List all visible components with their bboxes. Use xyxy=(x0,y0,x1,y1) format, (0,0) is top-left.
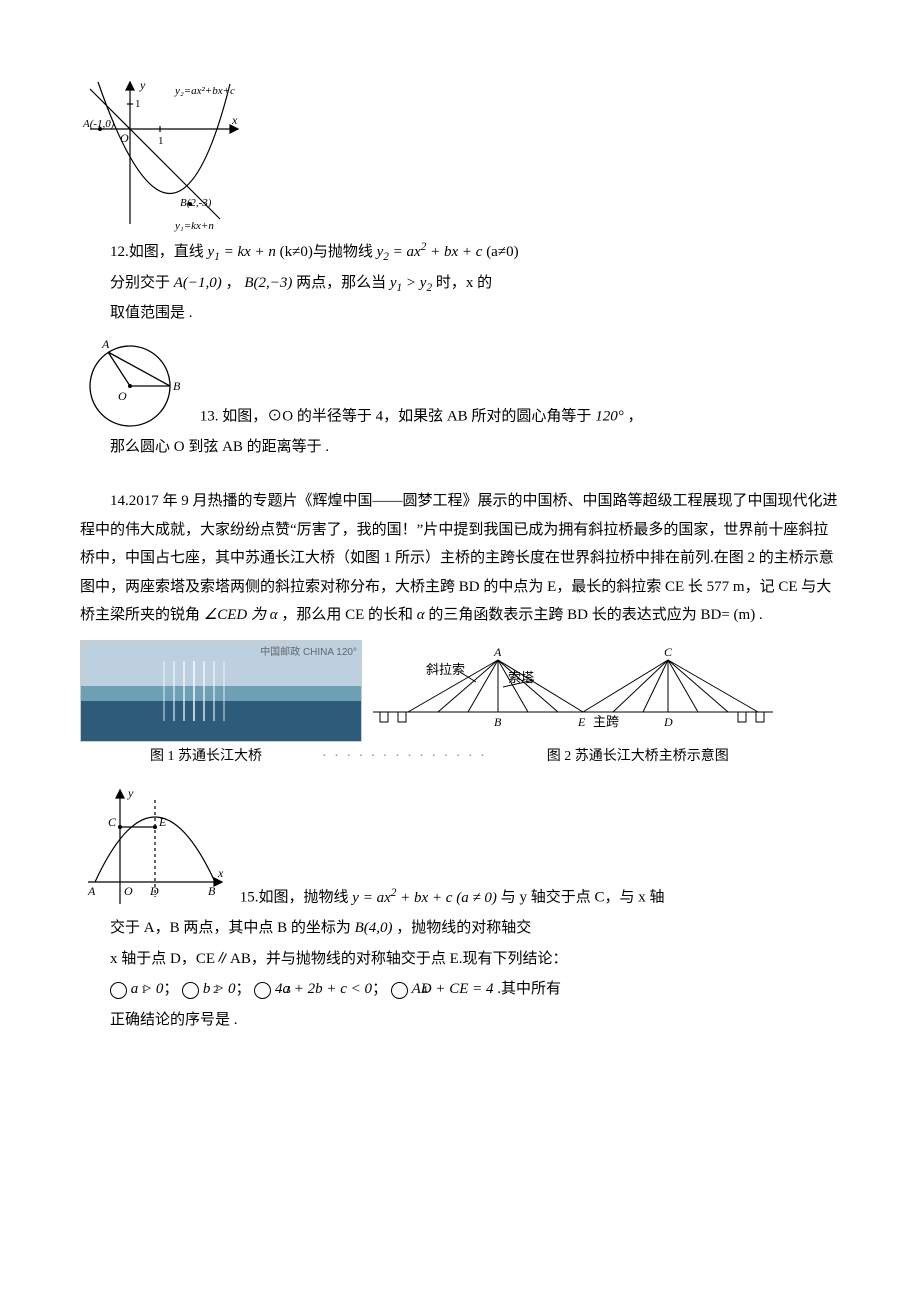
svg-text:A: A xyxy=(87,884,96,898)
q12-line2: 分别交于 A(−1,0) ， B(2,−3) 两点，那么当 y1 > y2 时，… xyxy=(80,269,840,298)
q12-B: B(2,−3) xyxy=(244,275,292,291)
q15-Bpt: B(4,0) xyxy=(355,920,393,936)
q12-eq2: y2 = ax2 + bx + c xyxy=(377,244,483,260)
q14-p1: 14.2017 年 9 月热播的专题片《辉煌中国——圆梦工程》展示的中国桥、中国… xyxy=(80,493,838,623)
svg-text:y₂=ax²+bx+c: y₂=ax²+bx+c xyxy=(174,85,235,97)
q14-figures: 中国邮政 CHINA 120° A C B D E 斜拉索 索塔 xyxy=(80,640,840,742)
svg-text:y₁=kx+n: y₁=kx+n xyxy=(174,220,214,232)
q15-opts: 1 a > 0； 2 b > 0； 3 4a + 2b + c < 0； 4 A… xyxy=(80,975,840,1004)
q14-para: 14.2017 年 9 月热播的专题片《辉煌中国——圆梦工程》展示的中国桥、中国… xyxy=(80,487,840,630)
q13-figure: A B O xyxy=(80,336,190,431)
q14-angleCED: ∠CED 为 α xyxy=(204,607,278,623)
svg-text:斜拉索: 斜拉索 xyxy=(426,662,465,677)
svg-text:1: 1 xyxy=(135,98,141,110)
svg-text:1: 1 xyxy=(158,135,164,147)
svg-text:B: B xyxy=(208,884,216,898)
q15-l5: 正确结论的序号是 . xyxy=(80,1006,840,1035)
opt1-num: 1 xyxy=(110,982,127,999)
q14-captions: 图 1 苏通长江大桥 · · · · · · · · · · · · · · 图… xyxy=(80,744,840,771)
q12-l2b: 两点，那么当 xyxy=(296,275,386,291)
q15-row: y x C E A O D B 15.如图，抛物线 y = ax2 + bx +… xyxy=(80,782,840,912)
q14-photo: 中国邮政 CHINA 120° xyxy=(80,640,362,742)
q12-cond: y1 > y2 xyxy=(390,275,432,291)
q12-l2a: 分别交于 xyxy=(110,275,170,291)
q12-eq1: y1 = kx + n xyxy=(208,244,276,260)
q15-l2a: 交于 A，B 两点，其中点 B 的坐标为 xyxy=(110,920,351,936)
q13-text-a: 13. 如图，⊙O 的半径等于 4，如果弦 AB 所对的圆心角等于 xyxy=(200,408,592,424)
q12-figure: y x O 1 1 A(-1,0) B(2,-3) y₂=ax²+bx+c y₁… xyxy=(80,74,840,234)
svg-text:B(2,-3): B(2,-3) xyxy=(180,197,212,209)
q14-p1c: 的三角函数表示主跨 BD 长的表达式应为 BD= (m) . xyxy=(428,607,762,623)
caption1: 图 1 苏通长江大桥 xyxy=(150,744,262,771)
q12-c1: ， xyxy=(226,275,241,291)
svg-text:C: C xyxy=(664,645,673,659)
stamp-label: 中国邮政 CHINA 120° xyxy=(260,643,357,662)
svg-text:D: D xyxy=(149,884,159,898)
svg-text:A: A xyxy=(101,337,110,351)
q13-text-b: ， xyxy=(627,408,642,424)
svg-text:A: A xyxy=(493,645,502,659)
q13-line2: 那么圆心 O 到弦 AB 的距离等于 . xyxy=(80,433,840,462)
svg-text:B: B xyxy=(494,715,502,729)
q15-text-a: 15.如图，抛物线 xyxy=(240,890,349,906)
q12-graph: y x O 1 1 A(-1,0) B(2,-3) y₂=ax²+bx+c y₁… xyxy=(80,74,250,234)
svg-text:y: y xyxy=(127,786,134,800)
q15-text-b: 与 y 轴交于点 C，与 x 轴 xyxy=(501,890,665,906)
opt3-num: 3 xyxy=(254,982,271,999)
q12-line3: 取值范围是 . xyxy=(80,299,840,328)
svg-text:E: E xyxy=(158,815,167,829)
svg-text:B: B xyxy=(173,379,181,393)
opt2-num: 2 xyxy=(182,982,199,999)
q15-l2: 交于 A，B 两点，其中点 B 的坐标为 B(4,0) ，抛物线的对称轴交 xyxy=(80,914,840,943)
q15-eq: y = ax2 + bx + c (a ≠ 0) xyxy=(352,890,497,906)
q12-prefix: 12.如图，直线 xyxy=(110,244,204,260)
svg-text:主跨: 主跨 xyxy=(593,714,619,729)
svg-text:x: x xyxy=(217,866,224,880)
q13-row: A B O 13. 如图，⊙O 的半径等于 4，如果弦 AB 所对的圆心角等于 … xyxy=(80,336,840,431)
svg-text:O: O xyxy=(118,389,127,403)
q12-l2c: 时，x 的 xyxy=(436,275,492,291)
svg-text:O: O xyxy=(124,884,133,898)
q12-line1: 12.如图，直线 y1 = kx + n (k≠0)与抛物线 y2 = ax2 … xyxy=(80,238,840,267)
opt4-num: 4 xyxy=(391,982,408,999)
caption-dots: · · · · · · · · · · · · · · xyxy=(322,744,487,771)
q14-alpha: α xyxy=(417,607,425,623)
svg-text:O: O xyxy=(120,131,129,145)
svg-text:E: E xyxy=(577,715,586,729)
q13-angle: 120° xyxy=(595,408,624,424)
svg-text:D: D xyxy=(663,715,673,729)
q15-figure: y x C E A O D B xyxy=(80,782,230,912)
q15-l3: x 轴于点 D，CE∥AB，并与抛物线的对称轴交于点 E.现有下列结论： xyxy=(80,945,840,974)
q12-mid1: (k≠0)与抛物线 xyxy=(280,244,373,260)
q12-suf1: (a≠0) xyxy=(486,244,518,260)
svg-text:y: y xyxy=(139,78,146,92)
q15-l2b: ，抛物线的对称轴交 xyxy=(396,920,531,936)
caption2: 图 2 苏通长江大桥主桥示意图 xyxy=(547,744,729,771)
q12-A: A(−1,0) xyxy=(174,275,222,291)
q14-p1b: ，那么用 CE 的长和 xyxy=(281,607,413,623)
svg-text:x: x xyxy=(231,113,238,127)
q14-schematic: A C B D E 斜拉索 索塔 主跨 xyxy=(368,642,778,742)
svg-text:C: C xyxy=(108,815,117,829)
